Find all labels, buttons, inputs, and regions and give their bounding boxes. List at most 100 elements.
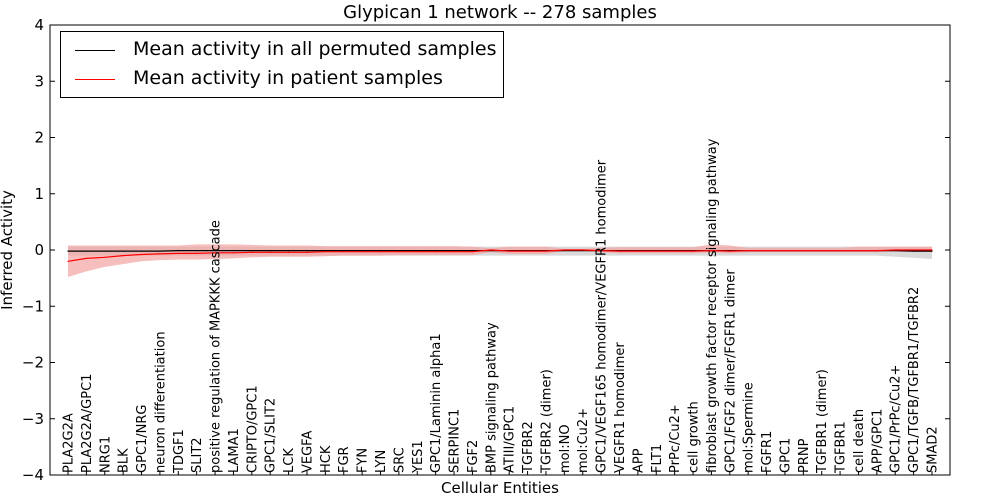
x-tick-label: FGF2 — [466, 440, 481, 473]
data-point — [398, 250, 400, 252]
data-point — [582, 249, 584, 251]
data-point — [361, 251, 363, 253]
x-tick-label: GPC1/Laminin alpha1 — [429, 333, 444, 473]
data-point — [177, 252, 179, 254]
data-point — [85, 250, 87, 252]
x-tick-label: CRIPTO/GPC1 — [245, 385, 260, 473]
legend: Mean activity in all permuted samples Me… — [60, 31, 504, 98]
data-point — [122, 255, 124, 257]
x-tick-label: TGFBR1 — [834, 421, 849, 474]
data-point — [913, 250, 915, 252]
x-tick-label: TGFBR2 (dimer) — [540, 369, 555, 474]
data-point — [269, 250, 271, 252]
data-point — [343, 250, 345, 252]
legend-item-permuted: Mean activity in all permuted samples — [69, 38, 499, 64]
x-tick-label: SLIT2 — [190, 437, 205, 473]
data-point — [324, 250, 326, 252]
data-point — [306, 251, 308, 253]
data-point — [104, 256, 106, 258]
y-tick-label: −4 — [22, 466, 44, 484]
x-tick-label: PrPc/Cu2+ — [668, 404, 683, 473]
x-axis-label: Cellular Entities — [441, 479, 559, 497]
data-point — [637, 250, 639, 252]
x-tick-label: APP — [631, 448, 646, 473]
x-tick-label: PRNP — [797, 438, 812, 473]
x-tick-label: cell death — [852, 409, 867, 473]
data-point — [251, 250, 253, 252]
y-axis-ticks: −4 −3 −2 −1 0 1 2 3 4 — [22, 16, 950, 484]
x-tick-label: TDGF1 — [172, 429, 187, 474]
data-point — [288, 250, 290, 252]
data-point — [839, 250, 841, 252]
data-point — [214, 250, 216, 252]
x-tick-label: cell growth — [687, 401, 702, 473]
data-point — [766, 250, 768, 252]
x-tick-label: TGFBR1 (dimer) — [815, 369, 830, 474]
data-point — [269, 251, 271, 253]
y-tick-label: −1 — [22, 297, 44, 315]
x-tick-label: LAMA1 — [227, 428, 242, 473]
x-tick-label: mol:NO — [558, 424, 573, 473]
x-tick-label: TGFBR2 — [521, 421, 536, 474]
data-point — [196, 252, 198, 254]
x-tick-label: GPC1/TGFB/TGFBR1/TGFBR2 — [907, 287, 922, 473]
x-tick-label: fibroblast growth factor receptor signal… — [705, 138, 720, 473]
x-tick-label: FLT1 — [650, 444, 665, 473]
data-point — [710, 250, 713, 252]
data-point — [177, 250, 179, 252]
data-point — [398, 251, 400, 253]
chart-title: Glypican 1 network -- 278 samples — [343, 2, 657, 23]
y-tick-label: −2 — [22, 354, 44, 372]
data-point — [159, 253, 161, 255]
data-point — [379, 251, 382, 253]
data-point — [343, 251, 345, 253]
series-lines — [67, 249, 933, 262]
data-point — [931, 250, 933, 252]
data-point — [416, 251, 418, 253]
data-point — [104, 250, 106, 252]
data-point — [435, 250, 437, 252]
data-point — [600, 250, 602, 252]
data-point — [159, 250, 161, 252]
y-tick-label: 4 — [34, 16, 44, 34]
data-point — [416, 250, 418, 252]
data-point — [876, 250, 878, 252]
x-tick-label: GPC1/SLIT2 — [264, 398, 279, 473]
x-tick-label: PLA2G2A/GPC1 — [80, 374, 95, 473]
x-tick-label: LYN — [374, 450, 389, 473]
confidence-bands — [68, 244, 932, 277]
data-point — [747, 250, 749, 252]
x-tick-label: HCK — [319, 445, 334, 473]
x-axis-ticks: PLA2G2A PLA2G2A/GPC1 NRG1 BLK GPC1/NRG neuron… — [62, 138, 941, 475]
legend-swatch-patient — [75, 79, 115, 80]
series-line-1 — [67, 249, 932, 262]
data-point — [361, 250, 363, 252]
data-point — [692, 250, 694, 252]
data-point — [251, 251, 253, 253]
x-tick-label: FGFR1 — [760, 431, 775, 473]
data-point — [802, 250, 804, 252]
x-tick-label: positive regulation of MAPKKK cascade — [209, 220, 224, 473]
data-point — [288, 251, 290, 253]
x-tick-label: SERPINC1 — [448, 409, 463, 473]
data-point — [67, 250, 69, 252]
y-tick-label: 1 — [34, 185, 44, 203]
x-tick-label: PLA2G2A — [62, 413, 77, 473]
data-point — [67, 260, 69, 262]
data-point — [674, 250, 676, 252]
data-point — [232, 250, 234, 252]
data-point — [913, 249, 915, 251]
data-point — [379, 250, 382, 252]
y-tick-label: 3 — [34, 72, 44, 90]
data-point — [140, 253, 143, 256]
data-point — [894, 249, 896, 251]
data-point — [931, 249, 933, 251]
legend-label-permuted: Mean activity in all permuted samples — [133, 38, 497, 60]
data-point — [471, 250, 473, 252]
x-tick-label: BLK — [117, 448, 132, 473]
data-point — [563, 249, 565, 251]
series-band-1 — [68, 244, 932, 277]
data-point — [545, 250, 547, 252]
data-point — [729, 250, 731, 252]
data-point — [306, 250, 308, 252]
